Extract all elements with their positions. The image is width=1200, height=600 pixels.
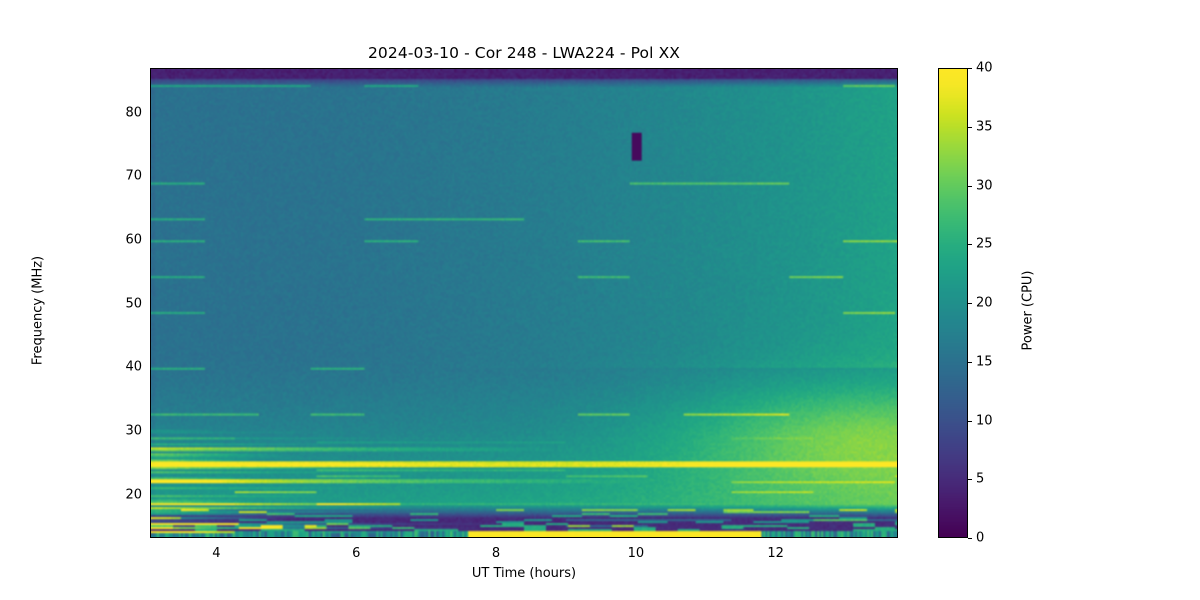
spectrogram-axes[interactable]	[150, 68, 898, 538]
y-axis-minor-tick	[150, 82, 151, 83]
colorbar-gradient	[938, 68, 968, 538]
colorbar-tick	[968, 244, 972, 246]
y-axis-tick	[150, 368, 151, 369]
y-axis-minor-tick	[150, 464, 151, 465]
y-axis-tick	[150, 305, 151, 306]
x-axis-tick	[357, 537, 358, 538]
y-axis-minor-tick	[150, 528, 151, 529]
x-axis-label: UT Time (hours)	[471, 566, 577, 581]
colorbar-tick-label: 30	[976, 178, 993, 193]
colorbar-tick-label: 0	[976, 530, 985, 546]
y-axis-label: Frequency (MHz)	[30, 255, 46, 366]
spectrogram-image	[151, 69, 897, 537]
y-axis-minor-tick	[150, 145, 151, 146]
x-axis-minor-tick	[532, 537, 533, 538]
y-axis-minor-tick	[150, 400, 151, 401]
x-axis-minor-tick	[742, 537, 743, 538]
y-axis-tick	[150, 496, 151, 497]
y-axis-tick-label: 20	[125, 487, 142, 503]
x-axis-minor-tick	[462, 537, 463, 538]
x-axis-tick	[637, 537, 638, 538]
colorbar-pixels	[939, 69, 967, 537]
x-axis-tick-label: 10	[627, 546, 645, 561]
x-axis-minor-tick	[672, 537, 673, 538]
colorbar-tick	[968, 185, 972, 187]
y-axis-tick-label: 60	[125, 232, 142, 248]
y-axis-minor-tick	[150, 336, 151, 337]
y-axis-tick	[150, 241, 151, 242]
y-axis-tick-label: 30	[125, 423, 142, 439]
colorbar-tick	[968, 479, 972, 481]
colorbar-tick-label: 15	[976, 354, 993, 370]
x-axis-minor-tick	[812, 537, 813, 538]
x-axis-minor-tick	[847, 537, 848, 538]
y-axis-tick	[150, 177, 151, 178]
x-axis-tick-label: 4	[212, 546, 221, 561]
colorbar-tick-label: 10	[976, 413, 993, 428]
x-axis-minor-tick	[252, 537, 253, 538]
x-axis-minor-tick	[602, 537, 603, 538]
x-axis-minor-tick	[427, 537, 428, 538]
y-axis-tick	[150, 114, 151, 115]
x-axis-tick	[497, 537, 498, 538]
y-axis-minor-tick	[150, 209, 151, 210]
x-axis-minor-tick	[392, 537, 393, 538]
y-axis-tick-label: 80	[125, 105, 142, 121]
y-axis-tick-label: 40	[125, 359, 142, 375]
colorbar-tick	[968, 361, 972, 363]
colorbar-label: Power (CPU)	[1020, 270, 1036, 351]
x-axis-tick-label: 12	[767, 546, 784, 561]
colorbar-tick	[968, 420, 972, 422]
x-axis-tick-label: 6	[352, 546, 361, 561]
x-axis-minor-tick	[567, 537, 568, 538]
x-axis-minor-tick	[707, 537, 708, 538]
y-axis-tick	[150, 432, 151, 433]
page-title: 2024-03-10 - Cor 248 - LWA224 - Pol XX	[367, 44, 681, 62]
x-axis-tick-label: 8	[491, 546, 501, 561]
x-axis-minor-tick	[287, 537, 288, 538]
colorbar-tick-label: 20	[976, 295, 993, 311]
colorbar-tick	[968, 303, 972, 305]
spectrogram-pixels	[151, 69, 897, 537]
colorbar-tick-label: 25	[976, 236, 993, 252]
colorbar-tick-label: 5	[976, 471, 985, 487]
x-axis-minor-tick	[182, 537, 183, 538]
x-axis-minor-tick	[882, 537, 883, 538]
y-axis-tick-label: 50	[125, 296, 142, 312]
x-axis-minor-tick	[322, 537, 323, 538]
x-axis-tick	[777, 537, 778, 538]
colorbar-tick	[968, 126, 972, 128]
y-axis-minor-tick	[150, 273, 151, 274]
colorbar-tick-label: 35	[976, 119, 993, 135]
colorbar-tick	[968, 68, 972, 70]
colorbar: 0 5 10 15 20 25 30 35 40	[938, 61, 993, 546]
colorbar-tick	[968, 538, 972, 540]
y-axis-tick-label: 70	[125, 168, 142, 184]
x-axis-tick	[217, 537, 218, 538]
colorbar-tick-label: 40	[976, 60, 993, 76]
